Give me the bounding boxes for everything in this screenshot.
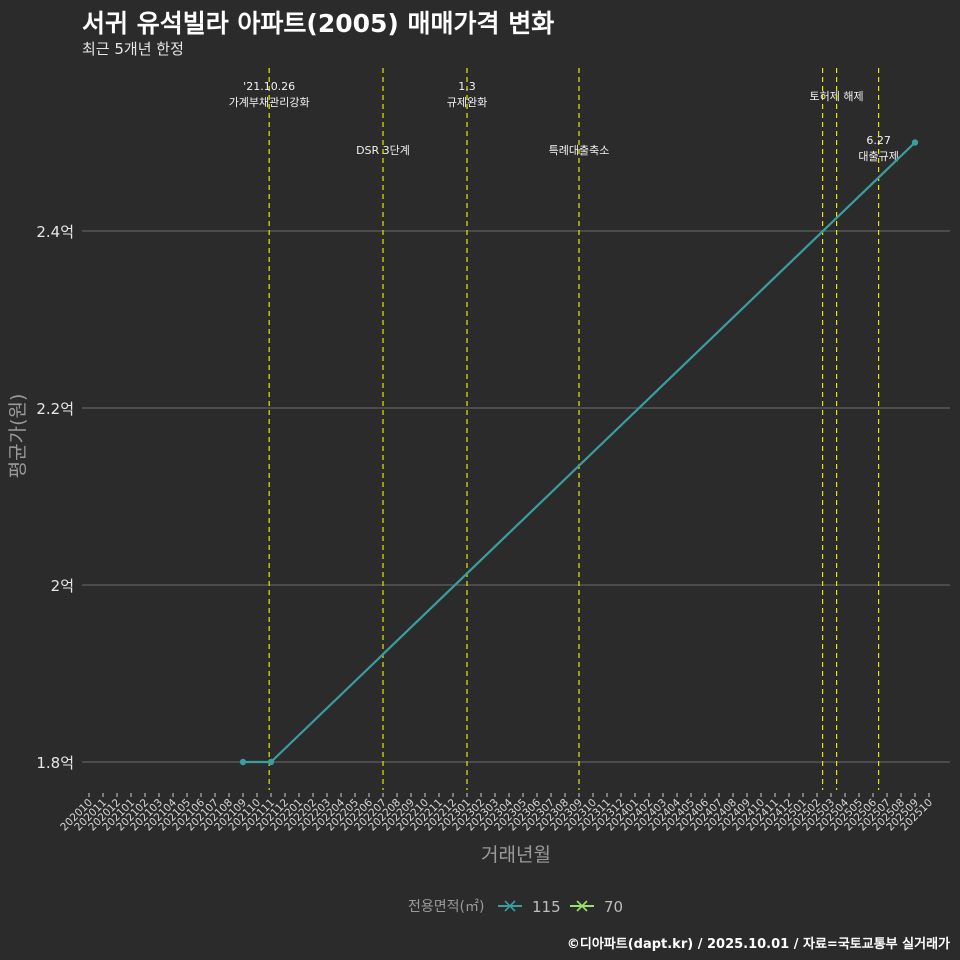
y-axis-title: 평균가(원) [7,394,29,479]
event-label: 가계부채관리강화 [229,96,310,109]
y-tick-label: 2.4억 [36,223,74,241]
data-point [239,758,247,766]
data-point [267,758,275,766]
event-label: DSR 3단계 [356,144,410,157]
legend-label-115: 115 [532,898,561,916]
event-label: 대출규제 [858,150,898,163]
y-tick-label: 2.2억 [36,400,74,418]
data-point [911,139,919,146]
event-label: 1.3 [458,80,476,93]
legend-key-cross [576,900,588,912]
legend-label-70: 70 [604,898,623,916]
event-label: 6.27 [866,134,891,147]
series-lines [239,139,919,766]
axes: 1.8억2억2.2억2.4억20201020201120201220210120… [7,223,935,866]
x-axis-title: 거래년월 [481,844,551,866]
chart-subtitle: 최근 5개년 한정 [82,40,184,58]
y-tick-label: 2억 [51,577,74,595]
y-tick-label: 1.8억 [36,754,74,772]
legend: 전용면적(㎡) 115 70 [408,898,623,916]
legend-key-cross [504,900,516,912]
source-credit: ©디아파트(dapt.kr) / 2025.10.01 / 자료=국토교통부 실… [566,937,950,952]
event-label: '21.10.26 [243,80,295,93]
event-label: 규제완화 [447,96,487,109]
series-line-115 [243,141,916,764]
event-label: 특례대출축소 [549,144,610,157]
grid-lines [82,230,950,763]
chart-title: 서귀 유석빌라 아파트(2005) 매매가격 변화 [82,9,555,38]
legend-title: 전용면적(㎡) [408,899,484,915]
